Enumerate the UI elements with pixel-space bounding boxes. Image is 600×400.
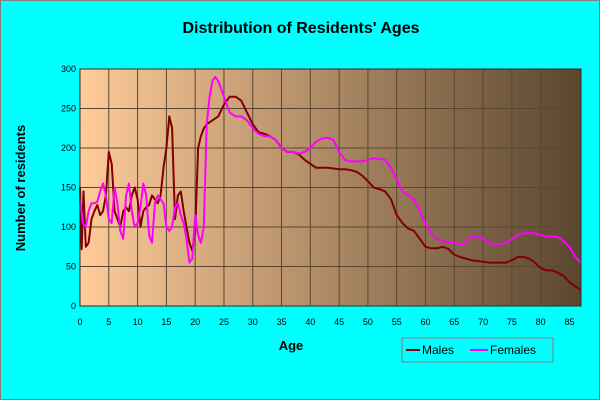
x-tick-label: 50 bbox=[363, 317, 373, 327]
y-tick-labels: 0 50 100 150 200 250 300 bbox=[61, 64, 76, 311]
x-tick-label: 75 bbox=[507, 317, 517, 327]
y-tick-label: 100 bbox=[61, 222, 76, 232]
series-line-females bbox=[79, 75, 582, 264]
legend-label-females: Females bbox=[490, 343, 536, 357]
x-tick-label: 0 bbox=[77, 317, 82, 327]
x-tick-label: 85 bbox=[564, 317, 574, 327]
x-tick-label: 80 bbox=[536, 317, 546, 327]
y-tick-label: 200 bbox=[61, 143, 76, 153]
x-tick-labels: 0 5 10 15 20 25 30 35 40 45 50 55 60 65 70 75 80 85 bbox=[77, 317, 574, 327]
x-tick-label: 20 bbox=[190, 317, 200, 327]
y-tick-label: 0 bbox=[71, 301, 76, 311]
y-tick-label: 300 bbox=[61, 64, 76, 74]
x-tick-label: 15 bbox=[161, 317, 171, 327]
x-tick-label: 60 bbox=[421, 317, 431, 327]
chart-title: Distribution of Residents' Ages bbox=[182, 20, 419, 37]
y-tick-label: 150 bbox=[61, 183, 76, 193]
x-tick-label: 65 bbox=[449, 317, 459, 327]
x-tick-label: 5 bbox=[106, 317, 111, 327]
y-tick-label: 250 bbox=[61, 104, 76, 114]
x-tick-label: 70 bbox=[478, 317, 488, 327]
series-lines bbox=[79, 75, 582, 292]
x-axis-label: Age bbox=[279, 338, 304, 353]
plot-border bbox=[79, 68, 582, 307]
x-tick-label: 40 bbox=[305, 317, 315, 327]
legend: Males Females bbox=[401, 337, 554, 363]
x-tick-label: 25 bbox=[219, 317, 229, 327]
y-axis-label: Number of residents bbox=[13, 125, 28, 251]
x-tick-label: 30 bbox=[248, 317, 258, 327]
x-tick-label: 45 bbox=[334, 317, 344, 327]
x-tick-label: 55 bbox=[392, 317, 402, 327]
series-line-males bbox=[79, 95, 582, 292]
x-tick-label: 10 bbox=[133, 317, 143, 327]
x-tick-label: 35 bbox=[277, 317, 287, 327]
y-tick-label: 50 bbox=[66, 262, 76, 272]
legend-label-males: Males bbox=[422, 343, 454, 357]
